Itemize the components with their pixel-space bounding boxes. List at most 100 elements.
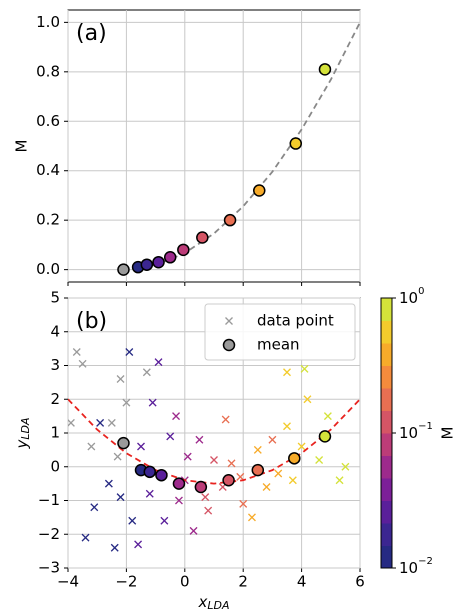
cross-stroke	[137, 442, 145, 451]
cross-stroke	[239, 499, 248, 508]
data-point	[134, 540, 143, 549]
x-tick-label: −2	[115, 573, 137, 591]
panel-label: (b)	[76, 309, 107, 334]
data-point	[96, 418, 105, 427]
cross-stroke	[104, 479, 113, 488]
cross-stroke	[148, 398, 157, 407]
colorbar-band	[381, 500, 392, 524]
y-tick-label: −1	[38, 491, 60, 509]
legend-box	[204, 303, 356, 361]
cross-stroke	[122, 398, 131, 407]
cross-stroke	[172, 412, 180, 421]
label-base: x	[197, 593, 207, 610]
cross-stroke	[210, 456, 218, 464]
y-tick-label: 0.2	[36, 211, 60, 229]
data-point	[303, 395, 312, 404]
mean-point	[194, 480, 208, 494]
data-point	[175, 496, 183, 505]
tick-exp: 0	[418, 286, 424, 297]
axes-a	[67, 9, 361, 283]
cross-stroke	[236, 472, 245, 481]
colorbar-band	[381, 365, 392, 389]
cross-stroke	[268, 435, 277, 444]
mean-point	[117, 436, 130, 450]
cross-stroke	[78, 359, 87, 368]
data-point	[90, 503, 99, 512]
x-tick-label: 2	[238, 573, 248, 591]
colorbar-band	[381, 410, 392, 434]
data-point	[248, 513, 256, 522]
data-point	[172, 412, 180, 421]
cross-stroke	[183, 452, 192, 461]
colorbar-band	[381, 388, 392, 411]
cross-stroke	[113, 452, 122, 461]
colorbar-band	[381, 523, 392, 546]
cross-stroke	[227, 459, 236, 468]
data-point	[227, 459, 236, 468]
data-point	[236, 472, 245, 481]
cross-stroke	[303, 395, 312, 404]
cross-stroke	[96, 418, 105, 427]
data-point	[239, 499, 248, 508]
mean-point	[318, 430, 332, 443]
cross-stroke	[145, 489, 154, 498]
colorbar-band	[381, 298, 392, 321]
cross-stroke	[160, 516, 169, 525]
mean-point	[117, 263, 130, 276]
cross-stroke	[253, 445, 262, 454]
cross-stroke	[134, 540, 143, 549]
cross-stroke	[154, 358, 163, 367]
y-tick-label: −3	[38, 559, 60, 577]
y-tick-label: 3	[50, 356, 60, 374]
data-point	[107, 418, 116, 427]
tick-base: 10	[399, 289, 418, 307]
y-tick-label: 4	[50, 322, 60, 340]
data-point	[268, 435, 277, 444]
tick-base: 10	[399, 424, 418, 442]
mean-point	[140, 258, 154, 271]
data-point	[110, 543, 119, 552]
cross-stroke	[225, 317, 233, 325]
cross-stroke	[195, 435, 204, 444]
cross-stroke	[90, 503, 99, 512]
cross-stroke	[341, 462, 350, 471]
data-point	[300, 364, 309, 373]
colorbar-band	[381, 433, 392, 456]
data-point	[183, 452, 192, 461]
data-point	[283, 368, 291, 377]
data-point	[81, 533, 90, 542]
data-point	[145, 489, 154, 498]
cross-stroke	[288, 476, 297, 485]
x-tick-label: 4	[297, 573, 307, 591]
mean-point	[223, 213, 237, 227]
colorbar-band	[381, 478, 392, 501]
cross-stroke	[300, 364, 309, 373]
mean-point	[152, 255, 165, 269]
cross-stroke	[335, 476, 344, 485]
fit-curve	[68, 398, 360, 485]
data-point	[210, 456, 218, 464]
mean-point	[222, 474, 235, 487]
data-point	[204, 506, 213, 515]
cross-stroke	[110, 543, 119, 552]
data-point	[154, 358, 163, 367]
x-tick-label: 0	[180, 573, 190, 591]
data-point	[274, 469, 283, 478]
cross-stroke	[297, 442, 306, 451]
mean-point	[251, 463, 265, 477]
cross-stroke	[274, 469, 283, 478]
data-point	[195, 435, 204, 444]
mean-point	[143, 465, 157, 479]
colorbar-band	[381, 320, 392, 344]
data-point	[125, 348, 134, 356]
y-axis-label: yLDA	[13, 417, 33, 449]
data-point	[113, 452, 122, 461]
y-tick-label: 0	[50, 457, 60, 475]
label-sub: LDA	[207, 599, 229, 610]
data-point	[283, 422, 291, 431]
y-tick-label: 0.6	[36, 112, 60, 130]
colorbar-tick-label: 10−2	[399, 556, 433, 577]
y-tick-label: 1	[50, 424, 60, 442]
mean-point	[163, 251, 177, 264]
